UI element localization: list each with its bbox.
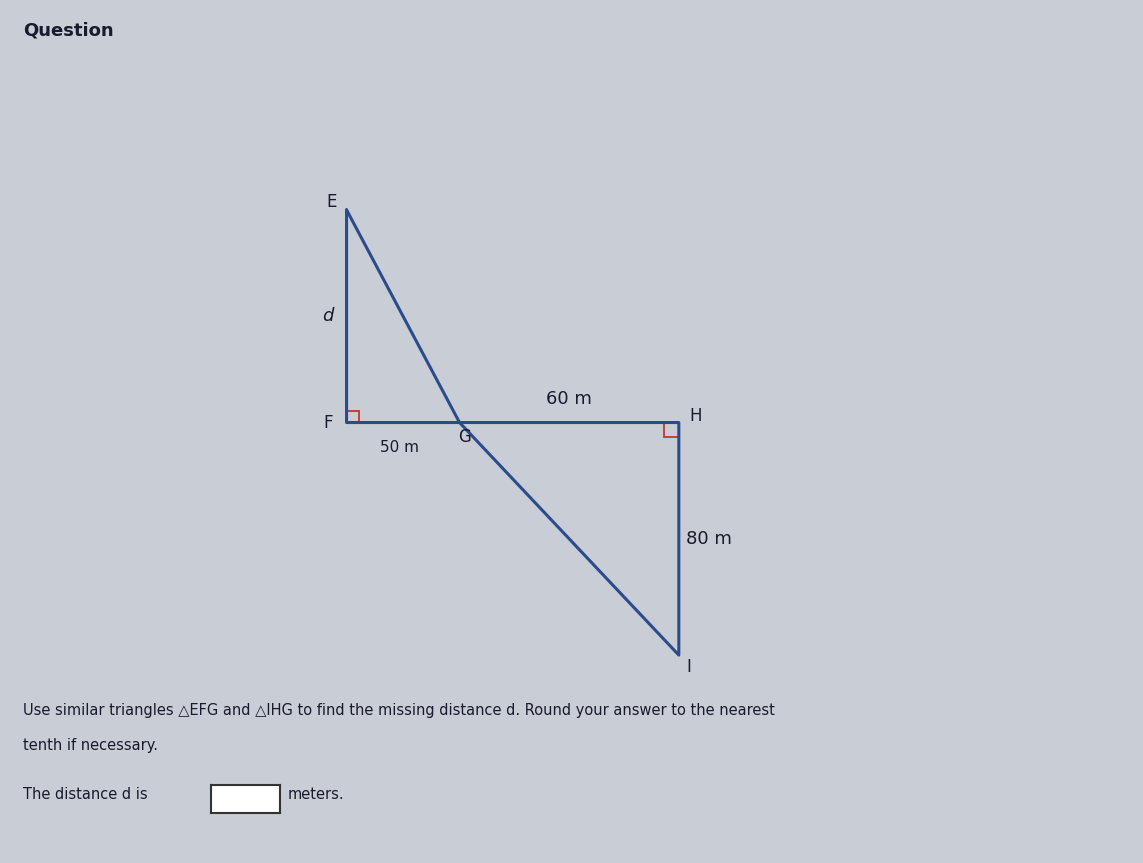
- Text: Question: Question: [23, 22, 113, 40]
- Text: meters.: meters.: [288, 787, 345, 802]
- Bar: [664, 423, 679, 438]
- Text: H: H: [689, 406, 702, 425]
- Text: G: G: [458, 428, 471, 446]
- Text: 80 m: 80 m: [686, 530, 732, 548]
- Text: tenth if necessary.: tenth if necessary.: [23, 738, 158, 753]
- Bar: [346, 411, 359, 423]
- Text: E: E: [327, 193, 337, 211]
- Text: 60 m: 60 m: [546, 390, 592, 408]
- Text: The distance d is: The distance d is: [23, 787, 147, 802]
- Text: I: I: [686, 658, 692, 676]
- Text: Use similar triangles △EFG and △IHG to find the missing distance d. Round your a: Use similar triangles △EFG and △IHG to f…: [23, 703, 775, 718]
- Text: 50 m: 50 m: [381, 440, 419, 456]
- Text: d: d: [322, 307, 334, 325]
- Text: F: F: [323, 413, 333, 432]
